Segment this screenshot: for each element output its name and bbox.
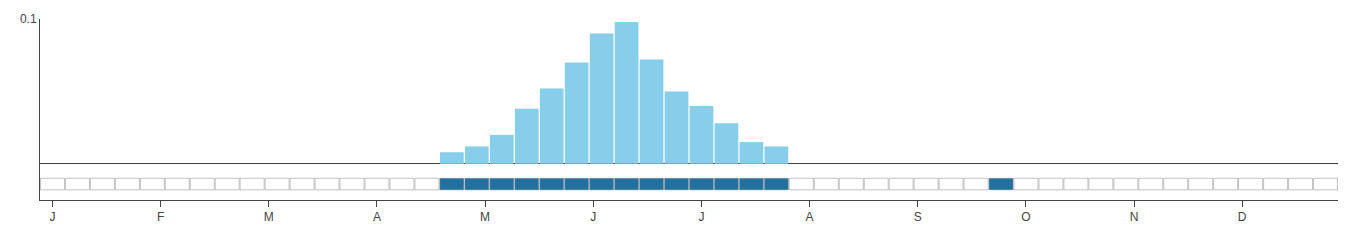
svg-text:J: J [698, 210, 704, 224]
svg-text:J: J [590, 210, 596, 224]
svg-text:M: M [264, 210, 274, 224]
svg-text:J: J [49, 210, 55, 224]
svg-text:A: A [806, 210, 814, 224]
svg-text:M: M [480, 210, 490, 224]
svg-text:S: S [914, 210, 922, 224]
svg-text:D: D [1238, 210, 1247, 224]
svg-text:N: N [1130, 210, 1139, 224]
svg-text:A: A [373, 210, 381, 224]
svg-text:O: O [1021, 210, 1030, 224]
svg-text:F: F [157, 210, 164, 224]
svg-text:0.1: 0.1 [20, 12, 37, 26]
